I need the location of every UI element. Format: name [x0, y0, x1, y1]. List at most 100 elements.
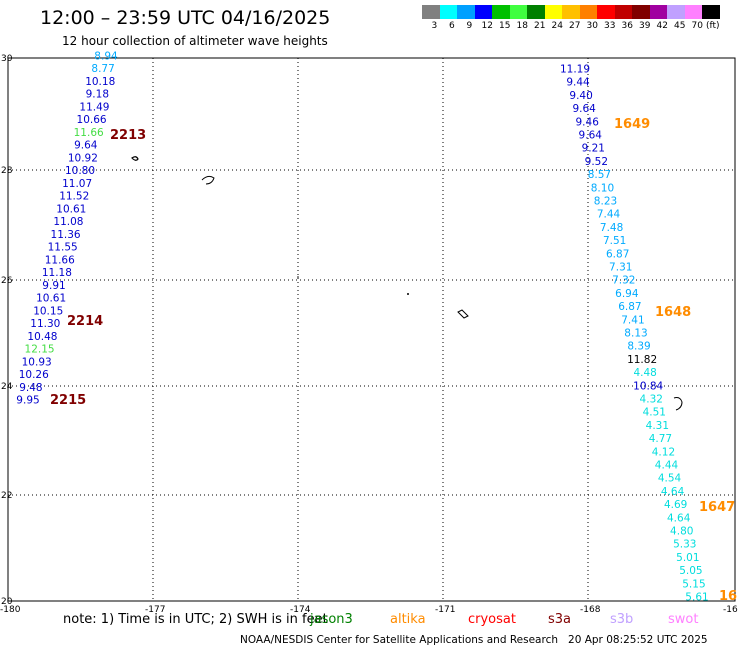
colorbar-swatch [702, 5, 720, 19]
wave-height-value: 11.49 [79, 101, 109, 113]
wave-height-value: 5.15 [682, 578, 705, 590]
y-tick-label: 26 [1, 276, 13, 286]
pass-time-label: 1648 [655, 305, 691, 320]
pass-time-label: 16 [719, 589, 737, 604]
satellite-legend-item: s3b [610, 612, 634, 627]
wave-height-value: 10.66 [77, 114, 107, 126]
colorbar-label: 70 [691, 21, 703, 31]
wave-height-value: 6.87 [618, 301, 641, 313]
colorbar-swatch [614, 5, 632, 19]
wave-height-value: 6.87 [606, 248, 629, 260]
colorbar-swatch [544, 5, 562, 19]
colorbar-swatch [579, 5, 597, 19]
satellite-legend-item: cryosat [468, 612, 516, 627]
wave-height-value: 4.54 [658, 473, 682, 485]
pass-time-label: 2215 [50, 393, 86, 408]
wave-height-value: 10.92 [68, 152, 98, 164]
wave-height-value: 7.31 [609, 262, 632, 274]
x-tick-label: -174 [290, 605, 311, 615]
wave-height-value: 11.66 [45, 254, 75, 266]
island-outline [131, 156, 139, 161]
x-tick-label: -177 [145, 605, 165, 615]
x-tick-label: -168 [580, 605, 601, 615]
colorbar-labels: 3 6 9 12 15 18 21 24 27 30 33 36 39 42 45 70 (ft) [422, 21, 740, 33]
wave-height-value: 4.51 [643, 407, 666, 419]
wave-height-value: 11.55 [48, 242, 78, 254]
wave-height-value: 10.61 [56, 203, 86, 215]
colorbar-swatch [597, 5, 615, 19]
wave-height-value: 11.19 [560, 64, 590, 76]
wave-height-value: 7.48 [600, 222, 623, 234]
x-tick-label: -16 [723, 605, 738, 615]
colorbar-swatch [684, 5, 702, 19]
colorbar-label: 12 [481, 21, 493, 31]
colorbar-label: 3 [431, 21, 438, 31]
satellite-legend-item: altika [390, 612, 426, 627]
pass-time-label: 2213 [110, 128, 146, 143]
colorbar-label: 33 [604, 21, 616, 31]
map-title: 12:00 – 23:59 UTC 04/16/2025 [40, 7, 331, 29]
colorbar-label: 15 [499, 21, 511, 31]
wave-height-value: 10.93 [22, 356, 52, 368]
wave-height-value: 9.46 [576, 116, 600, 128]
y-tick-label: 24 [1, 382, 13, 392]
wave-height-value: 9.95 [16, 395, 39, 407]
colorbar-label: 6 [449, 21, 455, 31]
wave-height-value: 9.48 [19, 382, 42, 394]
colorbar-label: 21 [534, 21, 546, 31]
satellite-legend-item: s3a [548, 612, 572, 627]
wave-height-value: 4.69 [664, 499, 687, 511]
wave-height-value: 10.80 [65, 165, 95, 177]
colorbar-swatch [649, 5, 667, 19]
wave-height-value: 9.44 [566, 77, 590, 89]
satellite-legend-item: jason3 [310, 612, 353, 627]
wave-height-value: 11.18 [42, 267, 72, 279]
island-outline [673, 397, 683, 411]
colorbar-swatch [457, 5, 475, 19]
wave-height-value: 11.66 [74, 127, 104, 139]
colorbar-swatch [492, 5, 510, 19]
wave-height-value: 4.48 [633, 367, 656, 379]
wave-height-value: 9.91 [42, 280, 65, 292]
colorbar-label: 9 [466, 21, 473, 31]
wave-height-value: 4.64 [667, 512, 691, 524]
wave-height-value: 11.07 [62, 178, 92, 190]
wave-height-value: 7.41 [621, 314, 644, 326]
wave-height-value: 11.52 [59, 191, 89, 203]
colorbar-swatch [667, 5, 685, 19]
map-subtitle: 12 hour collection of altimeter wave hei… [62, 34, 328, 48]
wave-height-value: 5.05 [679, 565, 702, 577]
wave-height-value: 11.08 [53, 216, 83, 228]
wave-height-value: 9.64 [579, 130, 603, 142]
wave-height-value: 10.15 [33, 305, 63, 317]
wave-height-value: 10.18 [85, 76, 115, 88]
wave-height-value: 5.01 [676, 552, 699, 564]
colorbar-label: 39 [639, 21, 651, 31]
wave-height-value: 8.77 [91, 63, 114, 75]
wave-height-value: 8.10 [591, 182, 614, 194]
colorbar-swatch [509, 5, 527, 19]
wave-height-value: 5.33 [673, 539, 696, 551]
x-tick-label: -171 [435, 605, 455, 615]
colorbar-swatch [474, 5, 492, 19]
wave-height-value: 8.39 [627, 341, 650, 353]
wave-height-value: 5.61 [685, 592, 708, 604]
colorbar-label: (ft) [706, 21, 720, 31]
colorbar-swatch [422, 5, 440, 19]
wave-height-value: 11.30 [30, 318, 60, 330]
footer-credit: NOAA/NESDIS Center for Satellite Applica… [240, 634, 708, 646]
wave-height-value: 11.82 [627, 354, 657, 366]
wave-height-value: 10.48 [27, 331, 57, 343]
wave-height-value: 4.12 [652, 446, 675, 458]
wave-height-value: 4.31 [646, 420, 669, 432]
wave-height-colorbar [422, 5, 720, 19]
wave-height-value: 6.94 [615, 288, 639, 300]
y-tick-label: 22 [1, 491, 12, 501]
y-tick-label: 30 [1, 54, 13, 64]
wave-height-value: 8.57 [588, 169, 611, 181]
wave-height-value: 7.44 [597, 209, 621, 221]
colorbar-swatch [632, 5, 650, 19]
colorbar-swatch [439, 5, 457, 19]
wave-height-value: 4.32 [640, 394, 663, 406]
